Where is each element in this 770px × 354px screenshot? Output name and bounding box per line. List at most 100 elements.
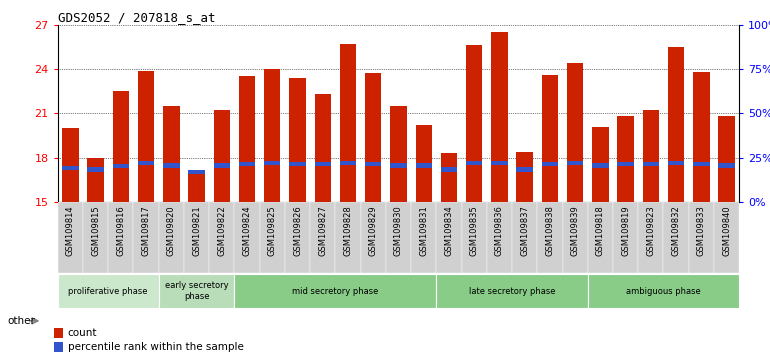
- Bar: [390, 106, 407, 202]
- Bar: [112, 91, 129, 202]
- Bar: [714, 202, 739, 273]
- Bar: [88, 158, 104, 202]
- Bar: [718, 164, 735, 167]
- Text: GSM109825: GSM109825: [268, 205, 276, 256]
- Bar: [563, 202, 588, 273]
- Bar: [239, 76, 255, 202]
- Text: GSM109838: GSM109838: [545, 205, 554, 256]
- Bar: [437, 202, 461, 273]
- Bar: [592, 164, 608, 167]
- Bar: [440, 153, 457, 202]
- Text: GSM109828: GSM109828: [343, 205, 353, 256]
- Bar: [159, 202, 184, 273]
- Bar: [264, 69, 280, 202]
- Bar: [184, 202, 209, 273]
- Bar: [213, 110, 230, 202]
- Bar: [138, 70, 154, 202]
- Bar: [340, 161, 357, 165]
- Text: GSM109837: GSM109837: [521, 205, 529, 256]
- Bar: [588, 274, 739, 308]
- Text: other: other: [8, 316, 35, 326]
- Bar: [315, 162, 331, 166]
- Text: GSM109816: GSM109816: [116, 205, 126, 256]
- Bar: [239, 162, 255, 166]
- Bar: [163, 164, 179, 167]
- Text: GSM109832: GSM109832: [671, 205, 681, 256]
- Bar: [466, 161, 482, 165]
- Bar: [310, 202, 336, 273]
- Bar: [259, 202, 285, 273]
- Bar: [336, 202, 360, 273]
- Bar: [58, 274, 159, 308]
- Text: GSM109840: GSM109840: [722, 205, 731, 256]
- Bar: [54, 342, 63, 352]
- Text: GSM109821: GSM109821: [192, 205, 201, 256]
- Text: GSM109835: GSM109835: [470, 205, 479, 256]
- Bar: [618, 116, 634, 202]
- Bar: [542, 75, 558, 202]
- Bar: [643, 162, 659, 166]
- Bar: [189, 171, 205, 202]
- Text: count: count: [68, 328, 97, 338]
- Bar: [567, 161, 584, 165]
- Bar: [466, 45, 482, 202]
- Bar: [517, 152, 533, 202]
- Text: GSM109820: GSM109820: [167, 205, 176, 256]
- Text: percentile rank within the sample: percentile rank within the sample: [68, 342, 243, 352]
- Bar: [542, 162, 558, 166]
- Bar: [62, 128, 79, 202]
- Text: GSM109834: GSM109834: [444, 205, 454, 256]
- Bar: [592, 127, 608, 202]
- Text: GSM109818: GSM109818: [596, 205, 605, 256]
- Text: GSM109817: GSM109817: [142, 205, 151, 256]
- Bar: [264, 161, 280, 165]
- Bar: [567, 63, 584, 202]
- Bar: [285, 202, 310, 273]
- Text: GSM109815: GSM109815: [91, 205, 100, 256]
- Bar: [290, 78, 306, 202]
- Text: GSM109826: GSM109826: [293, 205, 302, 256]
- Bar: [365, 162, 381, 166]
- Bar: [315, 94, 331, 202]
- Text: GSM109814: GSM109814: [66, 205, 75, 256]
- Bar: [290, 162, 306, 166]
- Text: GSM109824: GSM109824: [243, 205, 252, 256]
- Bar: [234, 202, 259, 273]
- Text: GSM109819: GSM109819: [621, 205, 630, 256]
- Bar: [416, 164, 432, 167]
- Bar: [390, 164, 407, 167]
- Bar: [437, 274, 588, 308]
- Text: GSM109827: GSM109827: [318, 205, 327, 256]
- Bar: [340, 44, 357, 202]
- Bar: [58, 202, 83, 273]
- Text: GSM109830: GSM109830: [394, 205, 403, 256]
- Bar: [109, 202, 133, 273]
- Bar: [88, 167, 104, 172]
- Bar: [693, 72, 709, 202]
- Bar: [588, 202, 613, 273]
- Bar: [440, 167, 457, 172]
- Bar: [693, 162, 709, 166]
- Text: GSM109833: GSM109833: [697, 205, 706, 256]
- Bar: [491, 161, 507, 165]
- Bar: [668, 47, 685, 202]
- Text: GSM109822: GSM109822: [217, 205, 226, 256]
- Bar: [112, 164, 129, 168]
- Text: GSM109829: GSM109829: [369, 205, 378, 256]
- Bar: [416, 125, 432, 202]
- Bar: [213, 164, 230, 167]
- Text: GSM109836: GSM109836: [495, 205, 504, 256]
- Bar: [159, 274, 234, 308]
- Text: early secretory
phase: early secretory phase: [165, 281, 229, 301]
- Bar: [386, 202, 411, 273]
- Bar: [491, 32, 507, 202]
- Bar: [664, 202, 688, 273]
- Bar: [83, 202, 109, 273]
- Bar: [189, 170, 205, 175]
- Text: late secretory phase: late secretory phase: [469, 287, 555, 296]
- Bar: [512, 202, 537, 273]
- Text: ambiguous phase: ambiguous phase: [626, 287, 701, 296]
- Bar: [411, 202, 437, 273]
- Bar: [618, 162, 634, 166]
- Text: GSM109823: GSM109823: [646, 205, 655, 256]
